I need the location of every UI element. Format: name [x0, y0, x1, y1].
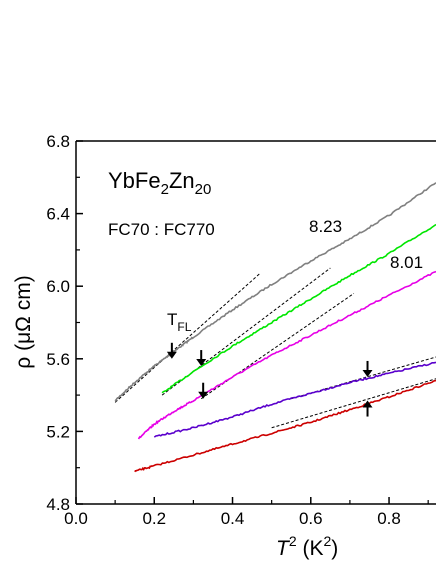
y-tick-label: 5.6 — [46, 350, 70, 369]
series-line — [161, 223, 436, 394]
x-axis-label: T2 (K2) — [276, 533, 338, 560]
arrow-down — [198, 382, 209, 399]
arrow-down — [362, 360, 373, 377]
label-801: 8.01 — [390, 253, 423, 272]
arrow-down — [166, 342, 177, 359]
tfl-label: TFL — [167, 310, 192, 334]
x-tick-label: 0.2 — [142, 509, 166, 528]
y-tick-label: 6.8 — [46, 132, 70, 151]
arrows — [166, 342, 373, 417]
series-line — [137, 270, 436, 440]
ticks: 0.0 0.2 0.4 0.6 0.8 4.8 5.2 5.6 6.0 6.4 6.8 — [46, 132, 429, 528]
chart-title: YbFe2Zn20 — [108, 168, 211, 198]
tfl-label-main: T — [167, 310, 177, 329]
fit-line — [114, 273, 261, 403]
x-tick-label: 0.4 — [221, 509, 245, 528]
arrow-down — [196, 350, 207, 367]
series-line — [114, 182, 436, 402]
tfl-label-sub: FL — [177, 320, 191, 334]
label-823: 8.23 — [309, 217, 342, 236]
series-group — [114, 182, 436, 473]
y-axis-label: ρ (μΩ cm) — [12, 275, 35, 368]
x-tick-label: 0.0 — [64, 509, 88, 528]
y-tick-label: 4.8 — [46, 495, 70, 514]
x-tick-label: 0.8 — [377, 509, 401, 528]
chart-subtitle: FC70 : FC770 — [108, 220, 215, 239]
fit-line — [271, 378, 436, 429]
series-line — [153, 361, 436, 438]
series-line — [134, 379, 436, 473]
y-tick-label: 6.0 — [46, 277, 70, 296]
y-tick-label: 5.2 — [46, 422, 70, 441]
y-tick-label: 6.4 — [46, 205, 70, 224]
x-tick-label: 0.6 — [299, 509, 323, 528]
arrow-up — [362, 400, 373, 417]
